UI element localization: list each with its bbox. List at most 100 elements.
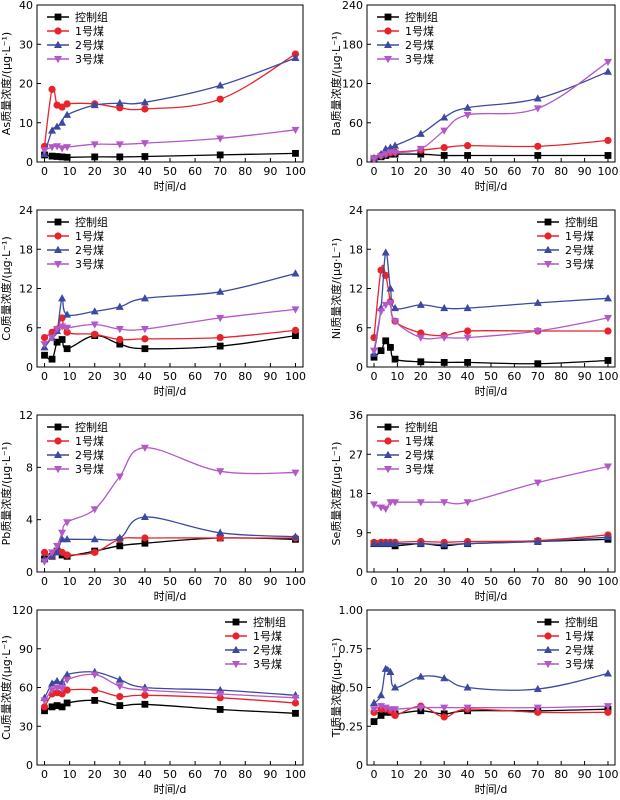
y-tick-label: 60 xyxy=(19,682,33,695)
data-point xyxy=(40,697,49,705)
legend-item: 1号煤 xyxy=(377,25,434,38)
data-point xyxy=(48,144,57,152)
series-4 xyxy=(40,444,300,566)
data-point xyxy=(440,127,449,135)
data-point xyxy=(533,479,542,487)
data-point xyxy=(370,718,378,725)
x-tick-label: 50 xyxy=(484,370,498,383)
x-tick-label: 100 xyxy=(285,575,306,588)
data-point xyxy=(534,142,542,150)
y-tick-label: 12 xyxy=(19,409,33,422)
data-point xyxy=(63,699,71,707)
x-tick-label: 100 xyxy=(285,768,306,781)
y-axis-label: Pb质量浓度/(μg·L⁻¹) xyxy=(0,442,13,546)
legend-marker xyxy=(544,661,552,669)
data-point xyxy=(391,499,400,507)
x-tick-label: 0 xyxy=(371,370,378,383)
data-point xyxy=(370,155,379,163)
data-point xyxy=(391,149,400,158)
data-point xyxy=(370,706,379,714)
x-tick-label: 0 xyxy=(41,370,48,383)
data-point xyxy=(440,144,448,152)
x-tick-label: 40 xyxy=(461,575,475,588)
legend-label: 控制组 xyxy=(253,615,286,629)
y-tick-label: 6 xyxy=(26,322,33,335)
data-point xyxy=(48,334,57,342)
x-axis-label: 时间/d xyxy=(154,385,187,398)
data-point xyxy=(141,691,149,699)
legend-marker xyxy=(384,56,392,64)
y-tick-label: 0 xyxy=(356,759,363,772)
legend-marker xyxy=(384,466,392,474)
legend-marker xyxy=(384,27,392,35)
x-tick-label: 0 xyxy=(41,768,48,781)
data-point xyxy=(141,345,149,353)
y-tick-label: 18 xyxy=(349,243,363,256)
data-point xyxy=(48,703,56,711)
data-point xyxy=(90,671,99,679)
x-tick-label: 90 xyxy=(263,575,277,588)
y-tick-label: 0.75 xyxy=(339,643,364,656)
data-point xyxy=(416,704,425,712)
data-point xyxy=(40,548,49,556)
legend-label: 1号煤 xyxy=(565,630,594,643)
data-point xyxy=(53,153,61,160)
series-1 xyxy=(41,697,299,717)
series-line xyxy=(373,666,609,704)
data-point xyxy=(53,122,62,130)
data-point xyxy=(53,542,62,551)
x-axis-label: 时间/d xyxy=(154,180,187,193)
legend-label: 3号煤 xyxy=(405,53,434,66)
legend-marker xyxy=(384,40,392,48)
series-3 xyxy=(370,67,612,162)
y-tick-label: 30 xyxy=(19,38,33,51)
data-point xyxy=(381,505,390,513)
legend-label: 控制组 xyxy=(565,215,598,229)
series-line xyxy=(43,673,296,701)
data-point xyxy=(463,539,472,547)
legend-label: 控制组 xyxy=(405,420,438,434)
data-point xyxy=(381,151,390,159)
data-point xyxy=(216,81,225,89)
legend-label: 3号煤 xyxy=(565,658,594,671)
x-tick-label: 100 xyxy=(285,370,306,383)
x-tick-label: 20 xyxy=(88,370,102,383)
x-tick-label: 90 xyxy=(578,575,592,588)
x-tick-label: 100 xyxy=(597,165,618,178)
y-tick-label: 0 xyxy=(356,156,363,169)
legend-label: 2号煤 xyxy=(565,244,594,257)
data-point xyxy=(63,519,72,527)
x-tick-label: 20 xyxy=(88,768,102,781)
data-point xyxy=(391,539,400,547)
data-point xyxy=(464,152,472,159)
data-point xyxy=(533,105,542,113)
series-4 xyxy=(40,126,300,155)
legend-label: 3号煤 xyxy=(75,258,104,271)
data-point xyxy=(377,712,385,719)
data-point xyxy=(391,683,400,691)
x-tick-label: 0 xyxy=(41,575,48,588)
series-line xyxy=(373,340,609,365)
data-point xyxy=(216,706,224,713)
series-2 xyxy=(370,702,612,721)
y-tick-label: 9 xyxy=(356,527,363,540)
data-point xyxy=(63,310,72,318)
x-tick-label: 20 xyxy=(414,370,428,383)
y-tick-label: 60 xyxy=(349,117,363,130)
x-tick-label: 60 xyxy=(188,165,202,178)
data-point xyxy=(386,284,395,292)
data-point xyxy=(534,152,542,159)
data-point xyxy=(40,558,49,566)
x-tick-label: 40 xyxy=(138,370,152,383)
y-tick-label: 0 xyxy=(356,566,363,579)
data-point xyxy=(48,549,57,557)
series-4 xyxy=(40,671,300,705)
data-point xyxy=(40,147,49,155)
data-point xyxy=(603,532,612,541)
data-point xyxy=(463,103,472,111)
legend-label: 1号煤 xyxy=(75,230,104,243)
data-point xyxy=(58,529,67,537)
data-point xyxy=(216,95,224,103)
x-tick-label: 100 xyxy=(597,575,618,588)
data-point xyxy=(63,324,72,332)
